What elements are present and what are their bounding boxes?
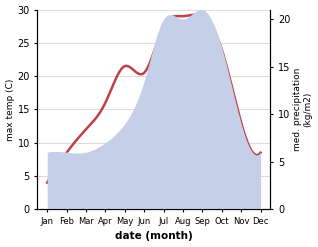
Y-axis label: max temp (C): max temp (C) [5,78,15,141]
X-axis label: date (month): date (month) [115,231,193,242]
Y-axis label: med. precipitation
(kg/m2): med. precipitation (kg/m2) [293,68,313,151]
